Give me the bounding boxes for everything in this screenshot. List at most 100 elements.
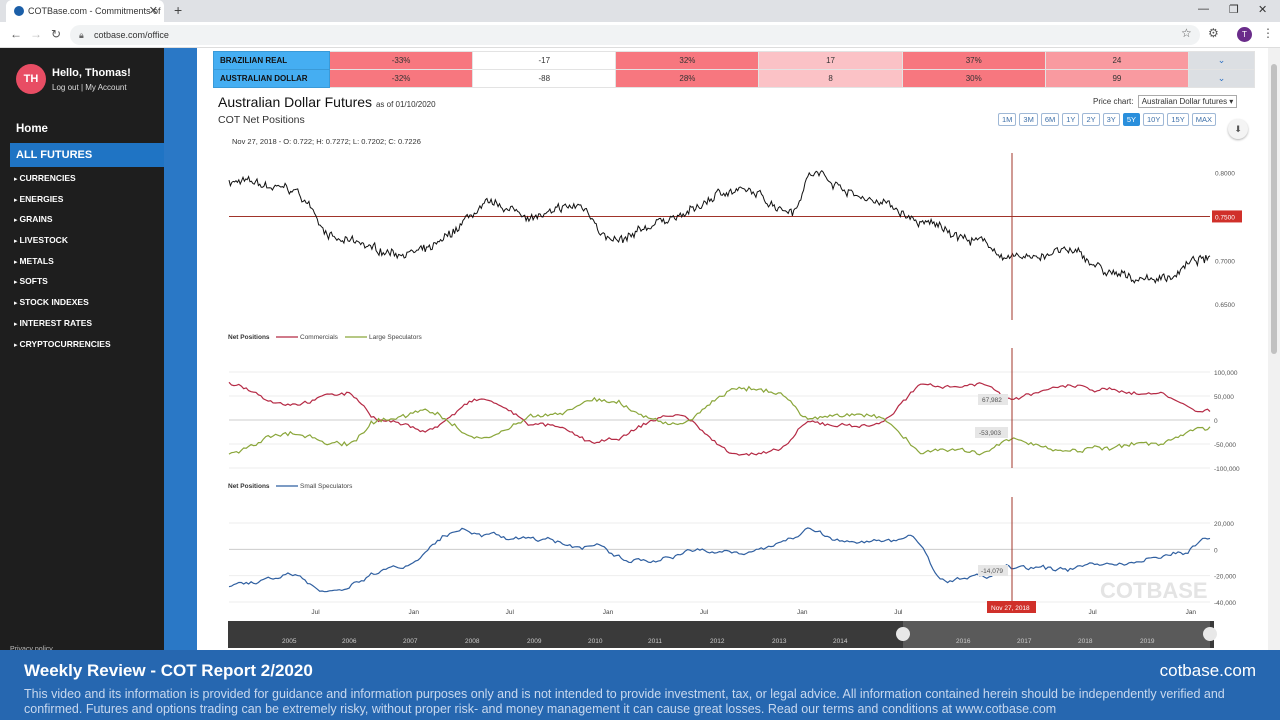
table-cell: -17 bbox=[472, 51, 617, 70]
sidebar-item-home[interactable]: Home bbox=[16, 123, 48, 135]
sidebar-item-softs[interactable]: SOFTS bbox=[14, 275, 111, 296]
profile-avatar[interactable]: T bbox=[1237, 27, 1252, 42]
navigator-year-label: 2017 bbox=[1017, 638, 1032, 645]
navigator-year-label: 2012 bbox=[710, 638, 725, 645]
disclaimer-text: This video and its information is provid… bbox=[24, 687, 1225, 716]
table-cell: 17 bbox=[758, 51, 903, 70]
readout-box bbox=[978, 394, 1008, 405]
back-icon[interactable]: ← bbox=[10, 27, 22, 41]
price-chart-label: Price chart: bbox=[1093, 97, 1134, 106]
x-axis-label: Jul bbox=[1088, 609, 1097, 616]
navigator-right-handle[interactable] bbox=[1203, 627, 1217, 641]
table-cell: -88 bbox=[472, 69, 617, 88]
navigator-year-label: 2005 bbox=[282, 638, 297, 645]
instrument-name[interactable]: AUSTRALIAN DOLLAR bbox=[213, 69, 330, 88]
navigator-year-label: 2014 bbox=[833, 638, 848, 645]
navigator-year-label: 2011 bbox=[648, 638, 662, 645]
expand-chevron-icon[interactable]: ⌄ bbox=[1188, 69, 1255, 88]
range-button-max[interactable]: MAX bbox=[1191, 113, 1216, 126]
legend-commercials: Commercials bbox=[300, 334, 339, 341]
address-bar-row: ← → ↻ 🔒︎ cotbase.com/office ☆ ⚙ T ⋮ bbox=[0, 22, 1280, 48]
close-tab-icon[interactable]: ✕ bbox=[148, 5, 158, 17]
close-window-icon[interactable]: ✕ bbox=[1258, 4, 1268, 16]
url-text: cotbase.com/office bbox=[94, 30, 169, 40]
sidebar-item-stock-indexes[interactable]: STOCK INDEXES bbox=[14, 296, 111, 317]
sidebar-item-cryptocurrencies[interactable]: CRYPTOCURRENCIES bbox=[14, 338, 110, 359]
navigator-year-label: 2013 bbox=[772, 638, 787, 645]
price-axis-label: 0.8000 bbox=[1215, 171, 1235, 178]
new-tab-button[interactable]: + bbox=[174, 2, 183, 18]
readout-box bbox=[978, 565, 1008, 576]
small-speculators-readout: -14,079 bbox=[981, 568, 1003, 575]
commercials-readout: 67,982 bbox=[982, 397, 1002, 404]
range-button-3y[interactable]: 3Y bbox=[1102, 113, 1120, 126]
sidebar-item-interest-rates[interactable]: INTEREST RATES bbox=[14, 317, 111, 338]
extension-icon[interactable]: ⚙ bbox=[1208, 26, 1219, 40]
range-button-3m[interactable]: 3M bbox=[1019, 113, 1038, 126]
x-axis-label: Jul bbox=[700, 609, 709, 616]
commercials-series-line bbox=[228, 381, 1211, 457]
navigator-year-label: 2009 bbox=[527, 638, 542, 645]
x-axis-label: Jan bbox=[797, 609, 808, 616]
net-axis-label: -50,000 bbox=[1214, 442, 1236, 449]
price-axis-label: 0.6500 bbox=[1215, 302, 1235, 309]
sidebar-item-grains[interactable]: GRAINS bbox=[14, 213, 111, 234]
price-marker-badge bbox=[1212, 210, 1242, 223]
ohlc-readout: Nov 27, 2018 - O: 0.722; H: 0.7272; L: 0… bbox=[232, 137, 421, 146]
navigator-year-label: 2019 bbox=[1140, 638, 1155, 645]
navigator-left-handle[interactable] bbox=[896, 627, 910, 641]
sidebar-item-all-futures[interactable]: ALL FUTURES bbox=[10, 143, 164, 167]
range-button-15y[interactable]: 15Y bbox=[1167, 113, 1189, 126]
download-icon[interactable]: ⬇ bbox=[1228, 119, 1248, 139]
video-caption-banner: Weekly Review - COT Report 2/2020 cotbas… bbox=[0, 650, 1280, 720]
range-button-1m[interactable]: 1M bbox=[998, 113, 1017, 126]
sidebar-item-energies[interactable]: ENERGIES bbox=[14, 193, 111, 214]
readout-box bbox=[975, 427, 1008, 438]
price-series-line bbox=[228, 169, 1211, 285]
range-button-6m[interactable]: 6M bbox=[1040, 113, 1060, 126]
navigator-year-label: 2006 bbox=[342, 638, 357, 645]
reload-icon[interactable]: ↻ bbox=[51, 27, 62, 41]
table-cell: 28% bbox=[615, 69, 760, 88]
url-input[interactable]: 🔒︎ cotbase.com/office bbox=[70, 25, 1200, 45]
logout-link[interactable]: Log out bbox=[52, 83, 79, 92]
price-chart-selector: Price chart: Australian Dollar futures ▾ bbox=[1093, 95, 1238, 108]
range-button-2y[interactable]: 2Y bbox=[1082, 113, 1100, 126]
privacy-policy-link[interactable]: Privacy policy bbox=[10, 646, 53, 653]
crosshair-date-label: Nov 27, 2018 bbox=[991, 605, 1030, 612]
table-row[interactable]: AUSTRALIAN DOLLAR -32% -88 28% 8 30% 99 ⌄ bbox=[213, 69, 1255, 88]
x-axis-label: Jan bbox=[603, 609, 614, 616]
sidebar-item-currencies[interactable]: CURRENCIES bbox=[14, 172, 111, 193]
small-spec-axis-label: -20,000 bbox=[1214, 574, 1236, 581]
net-axis-label: 0 bbox=[1214, 418, 1218, 425]
chart-subtitle: COT Net Positions bbox=[218, 114, 305, 126]
sidebar-item-metals[interactable]: METALS bbox=[14, 255, 111, 276]
minimize-icon[interactable]: — bbox=[1198, 3, 1209, 15]
navigator-year-label: 2008 bbox=[465, 638, 480, 645]
restore-icon[interactable]: ❐ bbox=[1229, 4, 1239, 16]
range-button-10y[interactable]: 10Y bbox=[1143, 113, 1165, 126]
table-cell: 8 bbox=[758, 69, 903, 88]
lock-icon: 🔒︎ bbox=[79, 30, 84, 40]
bookmark-star-icon[interactable]: ☆ bbox=[1181, 26, 1192, 40]
table-cell: 99 bbox=[1044, 69, 1190, 88]
range-button-5y[interactable]: 5Y bbox=[1122, 113, 1141, 126]
account-links: Log out | My Account bbox=[52, 83, 127, 92]
expand-chevron-icon[interactable]: ⌄ bbox=[1188, 51, 1255, 70]
separator: | bbox=[80, 83, 84, 92]
my-account-link[interactable]: My Account bbox=[85, 83, 127, 92]
greeting: Hello, Thomas! bbox=[52, 67, 131, 79]
browser-tab[interactable]: COTBase.com - Commitments of ✕ bbox=[6, 0, 164, 22]
sidebar: TH Hello, Thomas! Log out | My Account H… bbox=[0, 48, 164, 658]
futures-category-menu: CURRENCIES ENERGIES GRAINS LIVESTOCK MET… bbox=[14, 172, 111, 359]
sidebar-item-livestock[interactable]: LIVESTOCK bbox=[14, 234, 111, 255]
x-axis-label: Jul bbox=[311, 609, 320, 616]
forward-icon[interactable]: → bbox=[30, 27, 42, 41]
range-button-1y[interactable]: 1Y bbox=[1062, 113, 1080, 126]
small-spec-axis-label: 0 bbox=[1214, 547, 1218, 554]
panel-title: Net Positions bbox=[228, 334, 270, 341]
browser-menu-icon[interactable]: ⋮ bbox=[1262, 26, 1274, 40]
scrollbar-thumb[interactable] bbox=[1271, 64, 1277, 354]
price-chart-dropdown[interactable]: Australian Dollar futures ▾ bbox=[1137, 95, 1238, 108]
